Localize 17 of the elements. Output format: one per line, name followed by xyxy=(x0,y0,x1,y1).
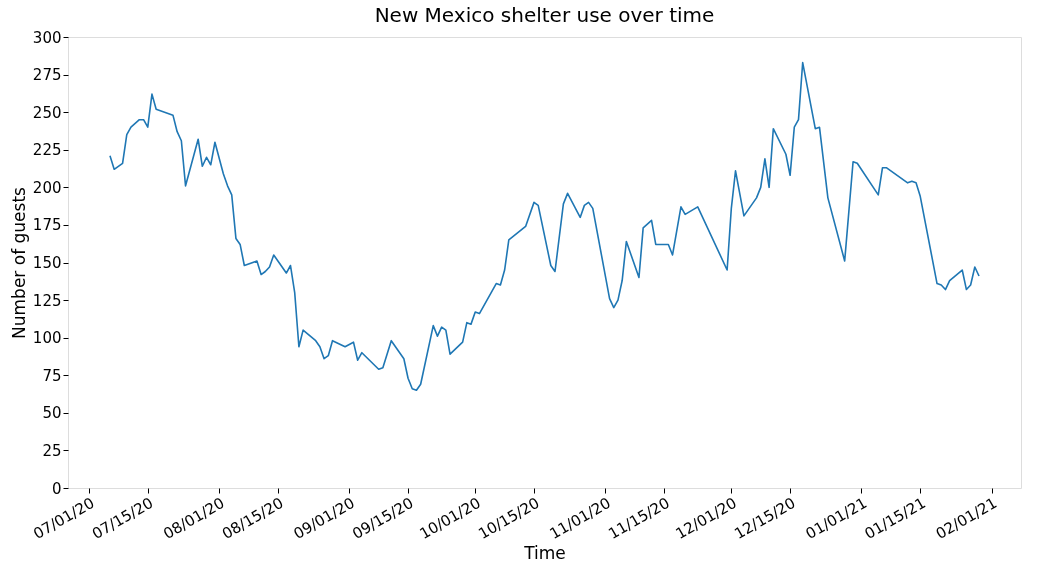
y-tick-label: 100 xyxy=(32,329,62,348)
y-tick-label: 125 xyxy=(32,291,62,310)
y-tick-label: 200 xyxy=(32,178,62,197)
chart-title: New Mexico shelter use over time xyxy=(374,3,715,27)
y-tick-label: 75 xyxy=(42,366,62,385)
line-series xyxy=(109,61,980,392)
y-tick-label: 300 xyxy=(32,28,62,47)
y-tick-label: 250 xyxy=(32,103,62,122)
y-tick-label: 275 xyxy=(32,66,62,85)
y-tick-label: 175 xyxy=(32,216,62,235)
y-tick-label: 0 xyxy=(51,479,62,498)
y-tick-label: 50 xyxy=(42,404,62,423)
y-tick-label: 225 xyxy=(32,141,62,160)
y-tick-label: 150 xyxy=(32,254,62,272)
y-tick-label: 25 xyxy=(42,441,62,460)
x-axis-title: Time xyxy=(523,543,566,564)
y-axis-title: Number of guests xyxy=(8,186,29,339)
